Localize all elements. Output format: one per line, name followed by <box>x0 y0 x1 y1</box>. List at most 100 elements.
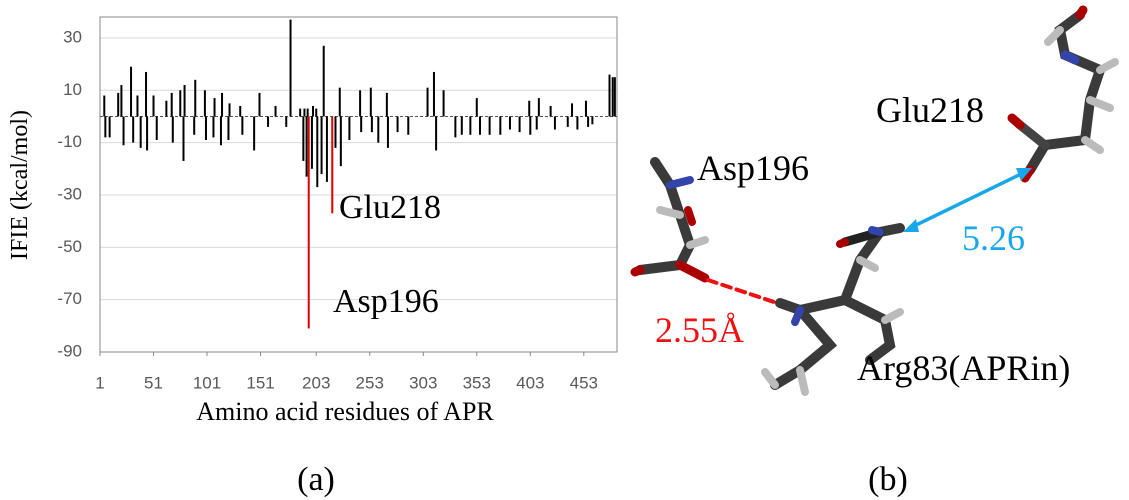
y-tick-label: -70 <box>57 289 82 308</box>
x-tick-label: 253 <box>356 373 384 392</box>
bar <box>117 93 119 117</box>
bar <box>443 90 445 116</box>
bar <box>377 116 379 142</box>
bar <box>567 116 569 126</box>
bar <box>227 116 229 140</box>
bar <box>290 20 292 117</box>
y-tick-label: 10 <box>63 80 82 99</box>
bar <box>172 116 174 142</box>
bar <box>334 116 336 147</box>
bar <box>571 103 573 116</box>
distance-label: 2.55Å <box>655 310 744 350</box>
bar <box>612 77 614 116</box>
bar <box>253 116 255 150</box>
bar <box>433 72 435 116</box>
x-tick-label: 403 <box>516 373 544 392</box>
y-tick-label: -50 <box>57 237 82 256</box>
bar <box>307 109 309 117</box>
bar <box>311 116 313 168</box>
bar <box>285 116 287 126</box>
bar <box>220 116 222 145</box>
bar <box>479 116 481 134</box>
bar <box>331 116 333 213</box>
bar <box>519 116 521 132</box>
bar <box>258 93 260 117</box>
bar <box>397 116 399 132</box>
bar <box>576 116 578 129</box>
bar <box>315 109 317 117</box>
x-tick-label: 203 <box>302 373 330 392</box>
bar <box>229 103 231 116</box>
bar <box>461 116 463 134</box>
bar <box>179 90 181 116</box>
bar <box>536 116 538 129</box>
residue-label: Glu218 <box>876 90 984 130</box>
bar <box>509 116 511 129</box>
panel-label: (b) <box>868 461 908 498</box>
y-tick-label: -30 <box>57 184 82 203</box>
bar <box>205 116 207 140</box>
bar <box>499 116 501 134</box>
bar <box>109 116 111 137</box>
bar <box>591 116 593 124</box>
y-axis-label: IFIE (kcal/mol) <box>7 110 33 260</box>
y-tick-label: 30 <box>63 27 82 46</box>
bar <box>214 98 216 116</box>
distance-label: 5.26 <box>962 218 1025 258</box>
bar <box>528 101 530 117</box>
bar <box>239 106 241 116</box>
bar <box>306 116 308 176</box>
bar <box>321 116 323 174</box>
bar <box>348 116 350 140</box>
bar <box>303 109 305 117</box>
bar <box>554 116 556 129</box>
bar <box>204 90 206 116</box>
bar <box>489 116 491 134</box>
bar <box>387 116 389 147</box>
bar <box>184 85 186 116</box>
bar <box>587 116 589 126</box>
bar <box>340 116 342 166</box>
bar <box>140 116 142 147</box>
bar <box>529 116 531 134</box>
bar <box>299 109 301 117</box>
y-tick-label: -90 <box>57 341 82 360</box>
bar <box>123 116 125 145</box>
bar <box>435 116 437 150</box>
bar <box>221 93 223 117</box>
x-tick-label: 101 <box>193 373 221 392</box>
figure: IFIE (kcal/mol) Amino acid residues of A… <box>0 0 1129 500</box>
bar <box>136 96 138 117</box>
bar <box>339 88 341 117</box>
bar <box>312 106 314 116</box>
bar <box>371 116 373 132</box>
panel-label: (a) <box>297 461 335 498</box>
bar <box>370 88 372 117</box>
y-tick-label: -10 <box>57 132 82 151</box>
x-tick-label: 453 <box>570 373 598 392</box>
x-tick-label: 151 <box>246 373 274 392</box>
x-tick-label: 51 <box>144 373 163 392</box>
bar <box>267 116 269 126</box>
bar <box>302 116 304 160</box>
bar <box>585 101 587 117</box>
bar <box>275 106 277 116</box>
bar <box>165 101 167 117</box>
bar <box>386 93 388 117</box>
bar <box>241 116 243 134</box>
bar <box>104 116 106 137</box>
bar <box>609 75 611 117</box>
bar <box>538 98 540 116</box>
bar <box>323 46 325 117</box>
bar <box>326 116 328 181</box>
bar <box>316 116 318 187</box>
x-axis-label: Amino acid residues of APR <box>196 397 494 426</box>
bar <box>359 90 361 116</box>
bar <box>469 116 471 134</box>
bar <box>308 116 310 328</box>
x-tick-label: 1 <box>95 373 104 392</box>
bar <box>130 67 132 117</box>
annotation: Glu218 <box>339 189 441 226</box>
bar <box>132 116 134 142</box>
bar <box>194 80 196 117</box>
